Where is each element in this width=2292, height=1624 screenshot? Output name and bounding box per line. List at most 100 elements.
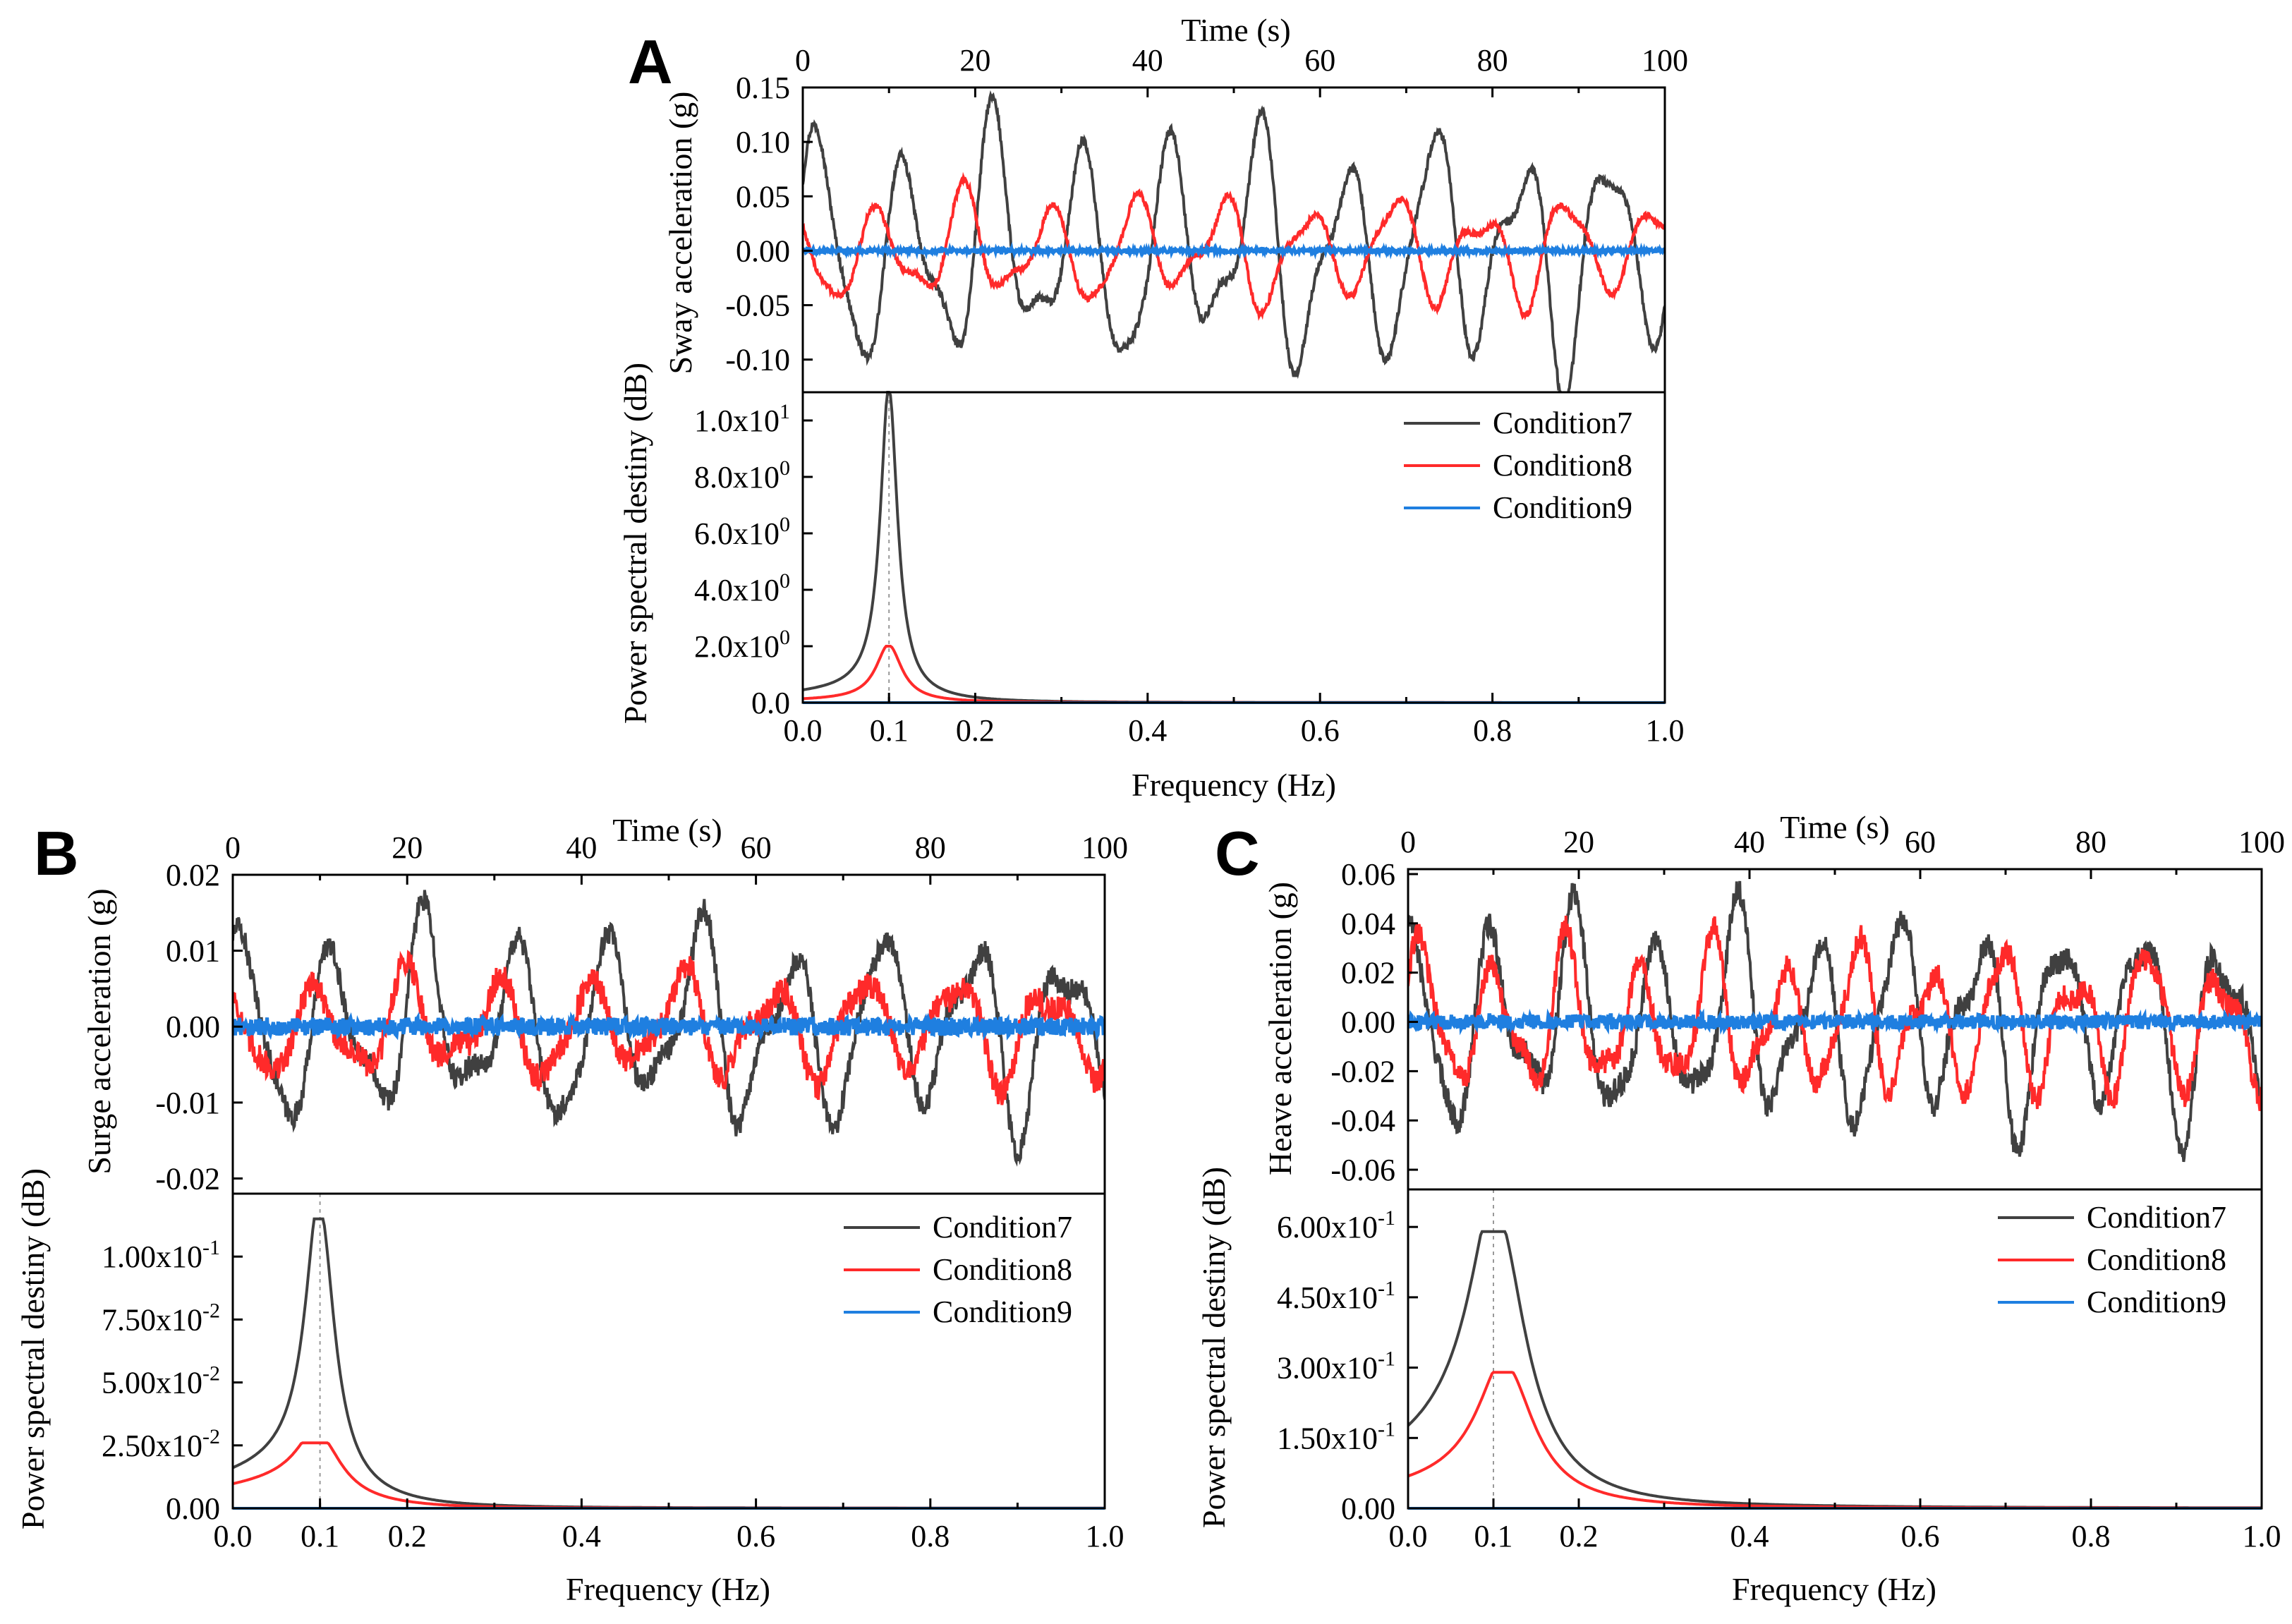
freq-x-tick-label: 0.8 <box>1473 713 1512 748</box>
legend-label: Condition9 <box>933 1295 1072 1329</box>
freq-y-tick-exponent: -1 <box>1378 1277 1395 1300</box>
time-axes-frame <box>801 86 1666 394</box>
time-y-tick-label: -0.02 <box>155 1161 220 1196</box>
freq-y-tick-label: 0.0 <box>751 686 790 720</box>
freq-x-tick-label: 0.0 <box>214 1519 253 1553</box>
freq-x-tick-label: 0.6 <box>736 1519 775 1553</box>
time-y-tick-label: 0.02 <box>1341 956 1395 990</box>
freq-y-tick-mantissa: 4.0x10 <box>694 573 780 607</box>
freq-y-axis-label: Power spectral destiny (dB) <box>15 1168 51 1529</box>
freq-x-tick-label: 0.6 <box>1301 713 1340 748</box>
time-x-tick-label: 20 <box>1563 825 1594 859</box>
legend-label: Condition9 <box>1493 490 1632 525</box>
freq-y-tick-exponent: -2 <box>202 1362 220 1386</box>
time-x-tick-label: 60 <box>741 830 772 865</box>
time-series-line-condition9 <box>233 1011 1105 1041</box>
freq-x-tick-label: 0.2 <box>1560 1519 1599 1553</box>
freq-y-tick-label: 0.00 <box>1341 1491 1395 1526</box>
freq-y-tick-mantissa: 7.50x10 <box>102 1302 202 1337</box>
freq-x-tick-label: 0.4 <box>1128 713 1167 748</box>
freq-y-tick-mantissa: 1.00x10 <box>102 1240 202 1274</box>
time-x-tick-label: 100 <box>1642 43 1688 78</box>
freq-y-tick-mantissa: 0.0 <box>751 686 790 720</box>
freq-y-tick-exponent: -1 <box>1378 1206 1395 1230</box>
time-series-line-condition9 <box>803 241 1665 260</box>
time-x-axis-label: Time (s) <box>612 812 722 848</box>
freq-y-tick-exponent: 1 <box>780 400 790 423</box>
freq-x-tick-label: 0.4 <box>1730 1519 1769 1553</box>
freq-y-tick-label: 4.50x10-1 <box>1277 1277 1395 1315</box>
time-y-tick-label: 0.06 <box>1341 857 1395 892</box>
freq-x-axis-label: Frequency (Hz) <box>1732 1571 1936 1607</box>
freq-y-tick-exponent: -2 <box>202 1425 220 1448</box>
time-axes-frame <box>1407 868 2263 1191</box>
freq-x-tick-label: 0.0 <box>1389 1519 1428 1553</box>
time-y-tick-label: 0.00 <box>166 1010 220 1044</box>
freq-x-tick-label: 1.0 <box>1086 1519 1124 1553</box>
time-x-tick-label: 40 <box>566 830 597 865</box>
freq-x-tick-label: 0.1 <box>301 1519 339 1553</box>
time-x-tick-label: 80 <box>2075 825 2106 859</box>
time-y-tick-label: 0.01 <box>166 934 220 969</box>
panel-A: A 0 20 40 60 80 1000.150.100.050.00-0.05-0.10T… <box>617 12 1688 803</box>
freq-y-tick-label: 5.00x10-2 <box>102 1362 220 1400</box>
time-x-tick-label: 80 <box>1477 43 1508 78</box>
time-series-line-condition8 <box>233 950 1105 1105</box>
time-y-tick-label: -0.01 <box>155 1086 220 1120</box>
time-x-tick-label: 60 <box>1905 825 1936 859</box>
time-x-tick-label: 40 <box>1734 825 1765 859</box>
panel-C: C 0 20 40 60 80 100 0.06 0.04 0.02 0.00 -0.02 -0.04 -… <box>1196 809 2285 1607</box>
freq-y-tick-exponent: 0 <box>780 626 790 649</box>
freq-y-tick-mantissa: 0.00 <box>166 1491 220 1526</box>
freq-y-tick-mantissa: 2.50x10 <box>102 1429 202 1463</box>
freq-y-tick-mantissa: 4.50x10 <box>1277 1280 1378 1315</box>
freq-y-tick-exponent: -1 <box>1378 1417 1395 1441</box>
freq-y-tick-label: 1.0x101 <box>694 400 790 438</box>
time-x-tick-label: 0 <box>1400 825 1416 859</box>
time-y-tick-label: -0.04 <box>1330 1103 1395 1138</box>
freq-y-tick-label: 1.50x10-1 <box>1277 1417 1395 1455</box>
freq-y-tick-mantissa: 6.0x10 <box>694 516 780 551</box>
panel-letter: B <box>34 818 79 888</box>
freq-y-axis-label: Power spectral destiny (dB) <box>617 363 653 724</box>
freq-x-tick-label: 1.0 <box>1646 713 1685 748</box>
freq-y-tick-exponent: -1 <box>1378 1347 1395 1371</box>
legend-label: Condition8 <box>2087 1242 2226 1277</box>
freq-y-tick-label: 6.0x100 <box>694 513 790 551</box>
freq-y-tick-exponent: 0 <box>780 456 790 480</box>
freq-x-axis-label: Frequency (Hz) <box>566 1571 770 1607</box>
freq-y-tick-mantissa: 5.00x10 <box>102 1366 202 1400</box>
freq-y-tick-mantissa: 0.00 <box>1341 1491 1395 1526</box>
time-x-axis-label: Time (s) <box>1780 809 1890 845</box>
freq-y-tick-mantissa: 1.50x10 <box>1277 1421 1378 1455</box>
time-x-tick-label: 60 <box>1304 43 1335 78</box>
legend-label: Condition7 <box>2087 1200 2226 1235</box>
time-y-tick-label: -0.02 <box>1330 1054 1395 1089</box>
freq-y-tick-label: 6.00x10-1 <box>1277 1206 1395 1244</box>
legend-label: Condition8 <box>1493 448 1632 483</box>
panel-letter: C <box>1215 818 1260 888</box>
freq-y-tick-mantissa: 1.0x10 <box>694 404 780 438</box>
spectrum-line-condition8 <box>232 1441 1105 1510</box>
time-y-tick-label: -0.06 <box>1330 1153 1395 1187</box>
freq-y-tick-label: 3.00x10-1 <box>1277 1347 1395 1386</box>
time-y-axis-label: Heave acceleration (g) <box>1262 882 1298 1175</box>
freq-y-tick-exponent: 0 <box>780 513 790 536</box>
time-y-tick-label: -0.10 <box>725 343 790 377</box>
time-x-tick-label: 0 <box>225 830 241 865</box>
time-x-tick-label: 100 <box>2238 825 2285 859</box>
time-x-tick-label: 0 <box>795 43 811 78</box>
freq-y-tick-mantissa: 8.0x10 <box>694 460 780 495</box>
time-y-tick-label: 0.10 <box>736 125 790 159</box>
freq-x-axis-label: Frequency (Hz) <box>1132 767 1336 803</box>
spectrum-line-condition8 <box>802 645 1665 704</box>
legend-label: Condition7 <box>1493 406 1632 440</box>
freq-x-tick-label: 1.0 <box>2243 1519 2281 1553</box>
freq-x-tick-label: 0.0 <box>784 713 823 748</box>
time-x-tick-label: 100 <box>1081 830 1128 865</box>
freq-x-tick-label: 0.4 <box>562 1519 601 1553</box>
freq-x-tick-label: 0.6 <box>1901 1519 1940 1553</box>
panel-B: B 0 20 40 60 80 100 0.02 0.01 0.00 -0.01 -0.02 Time … <box>15 812 1128 1607</box>
time-series-line-condition8 <box>1408 915 2262 1111</box>
